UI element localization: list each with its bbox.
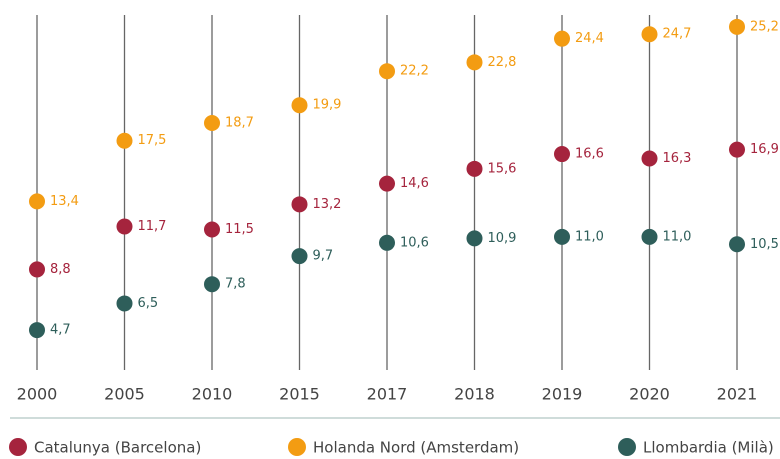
dot [729, 141, 745, 158]
x-tick-label: 2019 [542, 385, 583, 404]
dot [291, 97, 308, 114]
dot [554, 228, 570, 245]
legend-swatch [288, 438, 306, 456]
value-label: 22,8 [488, 55, 517, 70]
value-label: 24,7 [663, 27, 692, 42]
value-label: 16,6 [575, 147, 604, 162]
dot [466, 160, 483, 177]
value-label: 18,7 [225, 115, 254, 130]
dot [554, 30, 570, 47]
dot [641, 228, 658, 245]
dot [116, 295, 133, 312]
dot [29, 261, 45, 278]
value-label: 11,5 [225, 222, 254, 237]
dot [291, 196, 308, 213]
x-tick-label: 2017 [367, 385, 408, 404]
value-label: 15,6 [488, 161, 517, 176]
value-label: 7,8 [225, 277, 246, 292]
dot [379, 175, 395, 192]
dot [204, 276, 220, 293]
value-label: 17,5 [138, 133, 167, 148]
value-label: 6,5 [138, 296, 159, 311]
x-tick-label: 2020 [629, 385, 670, 404]
value-label: 16,9 [750, 142, 779, 157]
value-label: 24,4 [575, 31, 604, 46]
dot [379, 63, 395, 80]
value-label: 11,0 [575, 229, 604, 244]
dot [29, 193, 45, 210]
value-label: 10,6 [400, 235, 429, 250]
value-label: 10,9 [488, 231, 517, 246]
value-label: 11,0 [663, 229, 692, 244]
value-label: 9,7 [313, 249, 334, 264]
value-label: 22,2 [400, 64, 429, 79]
value-label: 4,7 [50, 323, 71, 338]
dot [466, 54, 483, 71]
value-label: 25,2 [750, 19, 779, 34]
dot [204, 221, 220, 238]
dot [291, 248, 308, 265]
dot [729, 18, 745, 35]
legend-label: Llombardia (Milà) [643, 439, 774, 457]
dot [116, 132, 133, 149]
x-tick-label: 2021 [717, 385, 758, 404]
value-label: 11,7 [138, 219, 167, 234]
dot [554, 146, 570, 163]
value-label: 16,3 [663, 151, 692, 166]
legend-swatch [9, 438, 27, 456]
value-label: 19,9 [313, 98, 342, 113]
dot [729, 236, 745, 253]
value-label: 10,5 [750, 237, 779, 252]
dot [379, 234, 395, 251]
dot [641, 26, 658, 43]
value-label: 14,6 [400, 176, 429, 191]
legend-label: Catalunya (Barcelona) [34, 439, 201, 457]
x-tick-label: 2010 [192, 385, 233, 404]
x-tick-label: 2018 [454, 385, 495, 404]
legend-label: Holanda Nord (Amsterdam) [313, 439, 519, 457]
value-label: 13,2 [313, 197, 342, 212]
dot [204, 114, 220, 131]
legend-swatch [618, 438, 636, 456]
x-tick-label: 2000 [17, 385, 58, 404]
x-tick-label: 2005 [104, 385, 145, 404]
value-label: 8,8 [50, 262, 71, 277]
dot [466, 230, 483, 247]
x-tick-label: 2015 [279, 385, 320, 404]
value-label: 13,4 [50, 194, 79, 209]
dot [116, 218, 133, 235]
dot [641, 150, 658, 167]
dot [29, 322, 45, 339]
